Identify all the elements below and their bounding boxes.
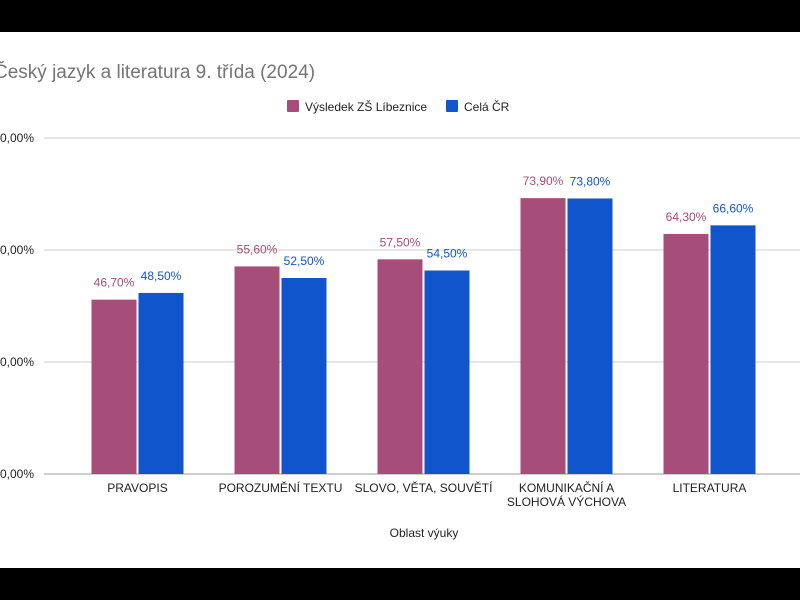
x-category-label: KOMUNIKAČNÍ A SLOHOVÁ VÝCHOVA	[507, 480, 626, 509]
bar	[234, 266, 280, 474]
bar	[520, 198, 566, 474]
bar	[710, 225, 756, 474]
data-label: 57,50%	[380, 235, 421, 249]
chart-title: Český jazyk a literatura 9. třída (2024)	[0, 61, 315, 83]
data-label: 66,60%	[713, 201, 754, 215]
legend-label: Celá ČR	[464, 99, 510, 114]
x-axis-title: Oblast výuky	[390, 526, 459, 540]
data-label: 64,30%	[666, 210, 707, 224]
data-label: 54,50%	[427, 247, 468, 261]
x-category-label: PRAVOPIS	[107, 481, 167, 495]
y-tick-label: 0,00%	[0, 467, 34, 481]
bar	[281, 278, 327, 474]
x-category-label: LITERATURA	[673, 481, 747, 495]
y-tick-label: 60,00%	[0, 243, 34, 257]
y-axis-ticks: 0,00% 30,00% 60,00% 90,00%	[0, 131, 34, 481]
x-category-label: SLOVO, VĚTA, SOUVĚTÍ	[355, 480, 493, 495]
data-label: 52,50%	[284, 254, 325, 268]
y-tick-label: 90,00%	[0, 131, 34, 145]
bar-chart: Český jazyk a literatura 9. třída (2024)…	[0, 61, 800, 540]
data-label: 55,60%	[237, 242, 278, 256]
data-label: 73,90%	[523, 174, 564, 188]
x-category-label: POROZUMĚNÍ TEXTU	[219, 480, 343, 495]
bar	[91, 299, 137, 474]
y-tick-label: 30,00%	[0, 355, 34, 369]
legend-swatch	[446, 100, 458, 112]
bar	[377, 259, 423, 474]
x-axis-categories: PRAVOPIS POROZUMĚNÍ TEXTU SLOVO, VĚTA, SOU…	[107, 480, 746, 509]
data-label: 73,80%	[570, 174, 611, 188]
bar	[663, 233, 709, 474]
data-label: 48,50%	[141, 269, 182, 283]
bar	[424, 270, 470, 474]
legend-label: Výsledek ZŠ Líbeznice	[305, 99, 427, 114]
chart-area: Český jazyk a literatura 9. třída (2024)…	[0, 32, 800, 568]
bar	[567, 198, 613, 475]
bars	[91, 198, 756, 475]
data-labels: 46,70% 48,50% 55,60% 52,50% 57,50% 54,50% 73,9…	[94, 174, 754, 290]
legend-swatch	[287, 100, 299, 112]
legend: Výsledek ZŠ Líbeznice Celá ČR	[287, 99, 510, 114]
bar	[138, 292, 184, 474]
data-label: 46,70%	[94, 276, 135, 290]
